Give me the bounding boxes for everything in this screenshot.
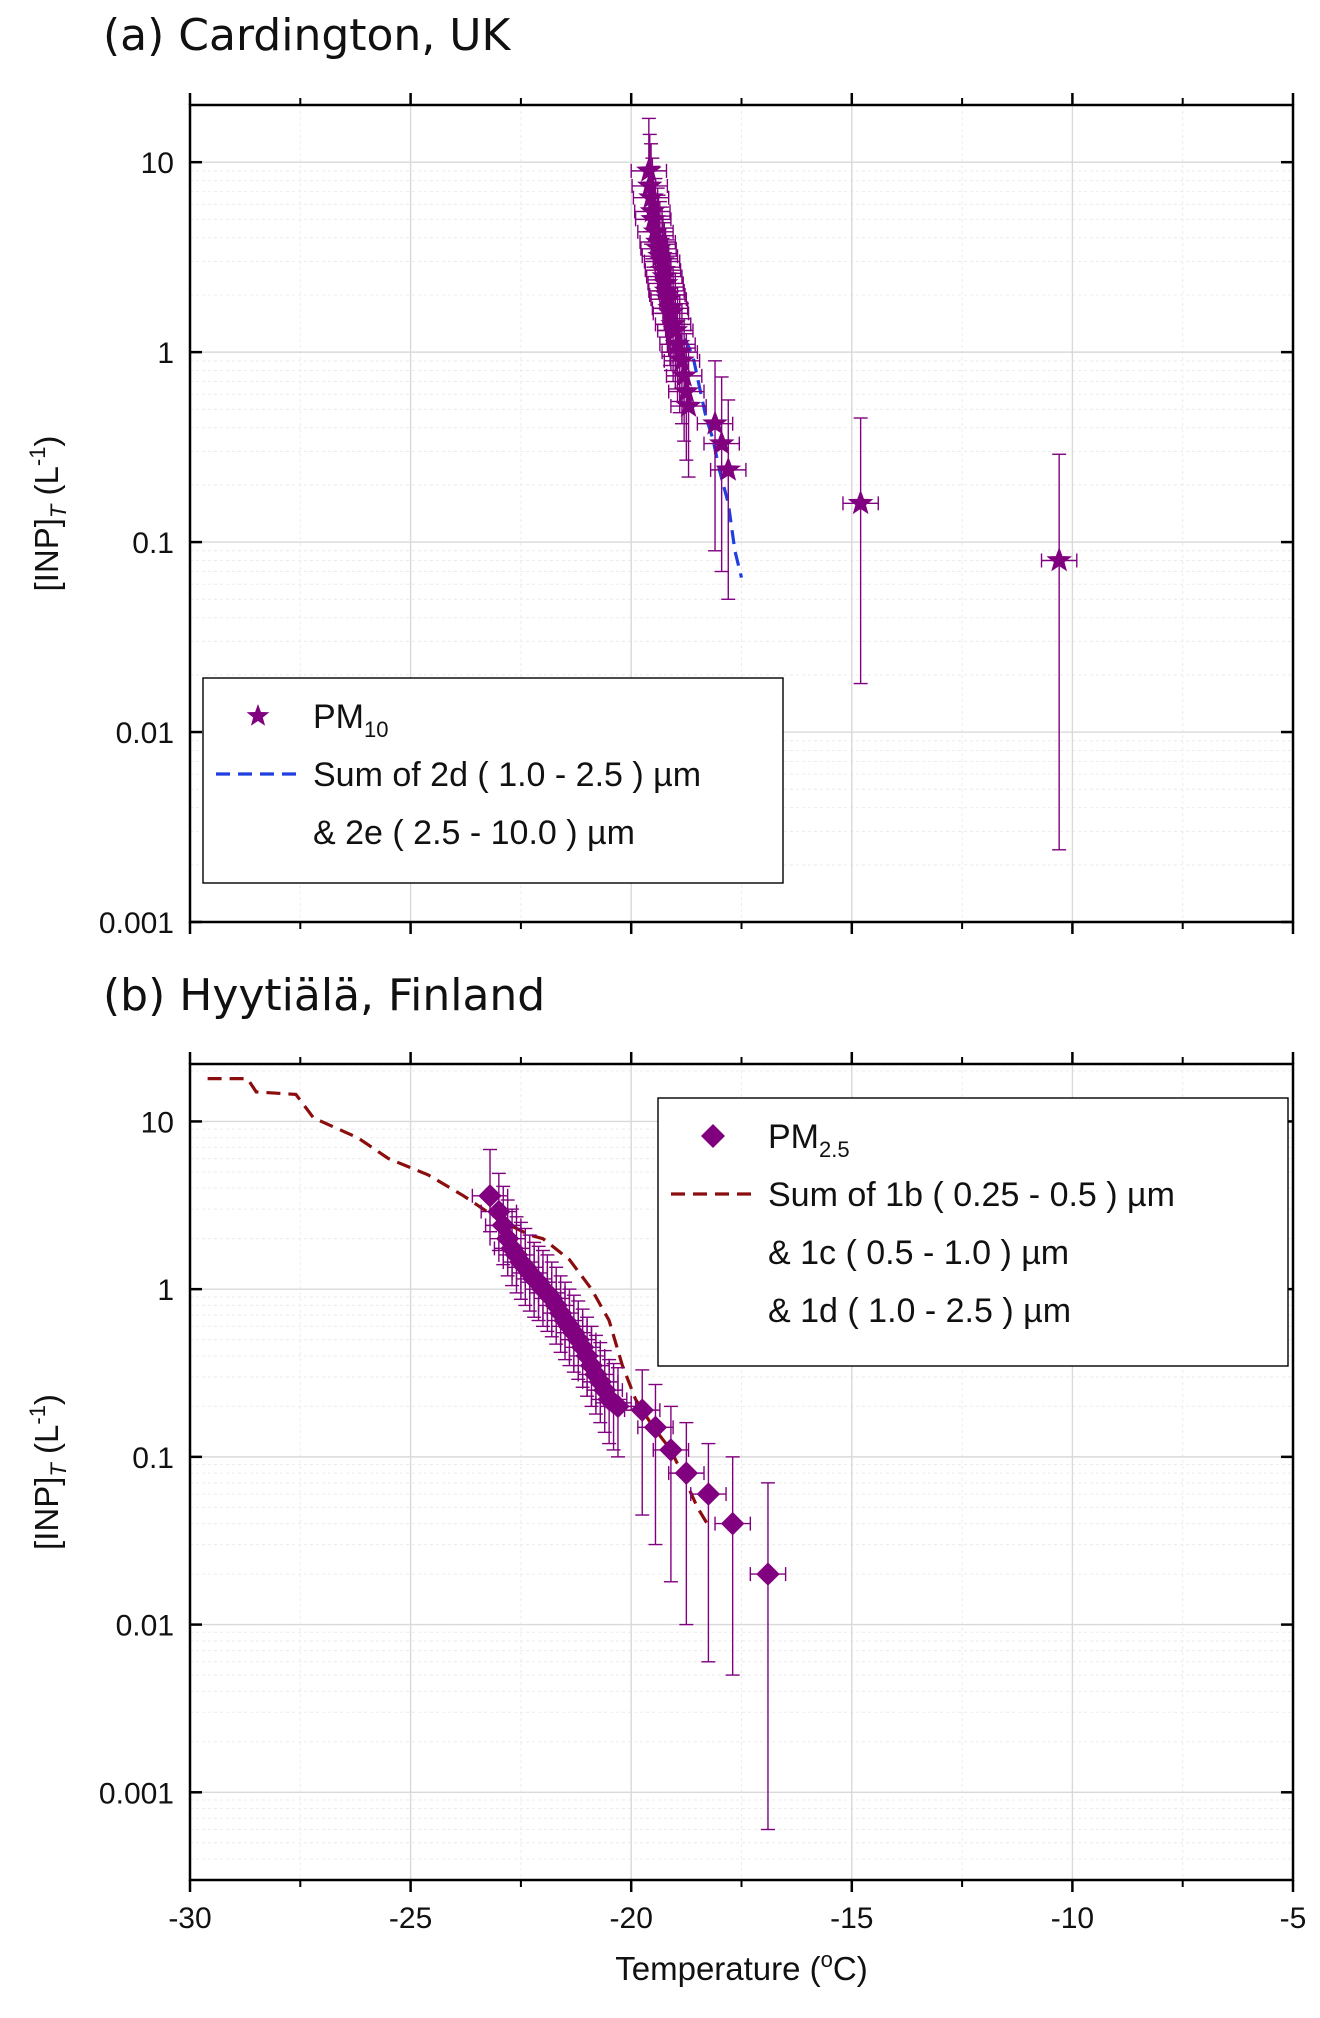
error-bar (623, 1369, 661, 1516)
y-tick-label: 0.1 (132, 1442, 174, 1475)
x-tick-label: -10 (1051, 1902, 1094, 1935)
data-point (630, 1398, 654, 1422)
data-point (606, 1394, 630, 1419)
markers (636, 157, 1072, 572)
data-point (669, 347, 695, 372)
data-point (847, 489, 874, 515)
data-point (674, 1461, 699, 1485)
data-point (756, 1562, 780, 1586)
panel-a-chart: 0.001 0.01 0.1 1 10 [INP]T (L-1) PM10 Sum of 2d… (25, 93, 1295, 940)
x-tick-label: -5 (1280, 1902, 1307, 1935)
error-bar (709, 399, 747, 600)
data-point (643, 1415, 668, 1440)
data-point (696, 1482, 721, 1506)
y-tick-label: 0.001 (99, 907, 174, 940)
x-axis-label: Temperature (oC) (615, 1947, 868, 1987)
legend-label: & 2e ( 2.5 - 10.0 ) µm (313, 814, 635, 852)
y-tick-label: 1 (157, 337, 174, 370)
legend: PM2.5 Sum of 1b ( 0.25 - 0.5 ) µm & 1c ( 0… (657, 1097, 1289, 1367)
x-tick-label: -30 (168, 1902, 211, 1935)
legend: PM10 Sum of 2d ( 1.0 - 2.5 ) µm & 2e ( 2.5… (202, 677, 784, 884)
y-tick-label: 0.01 (116, 1610, 174, 1643)
plot-area (630, 117, 1078, 851)
legend-marker-star (246, 704, 270, 726)
data-point (720, 1511, 745, 1536)
y-tick-label: 0.01 (116, 717, 174, 750)
panel-b-title: (b) Hyytiälä, Finland (103, 970, 545, 1021)
legend-marker-diamond (701, 1124, 725, 1148)
legend-label: & 1d ( 1.0 - 2.5 ) µm (768, 1292, 1071, 1330)
data-point (715, 456, 742, 481)
x-tick-label: -20 (610, 1902, 653, 1935)
y-axis-label: [INP]T (L-1) (25, 1394, 71, 1550)
x-tick-label: -15 (830, 1902, 873, 1935)
x-tick-label: -25 (389, 1902, 432, 1935)
data-point (662, 317, 689, 342)
panel-a-title: (a) Cardington, UK (103, 10, 511, 61)
legend-label: PM10 (313, 698, 388, 742)
plot-frame (188, 103, 1295, 924)
legend-label: Sum of 1b ( 0.25 - 0.5 ) µm (768, 1176, 1175, 1214)
error-bar (714, 1456, 752, 1676)
y-tick-label: 10 (141, 147, 174, 180)
y-tick-label: 0.001 (99, 1777, 174, 1810)
y-tick-label: 10 (141, 1106, 174, 1139)
error-bar (696, 360, 734, 552)
panel-b-chart: 0.001 0.01 0.1 1 10 -30 -25 -20 -15 -10 -5 [INP]T (… (25, 1052, 1306, 1987)
legend-box (657, 1097, 1289, 1367)
legend-label: PM2.5 (768, 1118, 850, 1162)
legend-label: Sum of 2d ( 1.0 - 2.5 ) µm (313, 756, 701, 794)
plot-frame (188, 1062, 1295, 1882)
error-bar (1040, 453, 1078, 851)
data-point (708, 430, 735, 455)
y-tick-label: 0.1 (132, 527, 174, 560)
legend-label: & 1c ( 0.5 - 1.0 ) µm (768, 1234, 1069, 1272)
data-point (478, 1184, 502, 1208)
error-bar (749, 1482, 787, 1831)
data-point (671, 362, 697, 387)
data-point (1046, 547, 1072, 572)
data-point (702, 410, 728, 435)
fit-line (207, 1076, 712, 1531)
data-point (675, 392, 702, 417)
data-point (659, 1438, 683, 1462)
y-tick-label: 1 (157, 1274, 174, 1307)
markers (478, 1184, 780, 1586)
error-bar (690, 1442, 727, 1663)
error-bar (842, 417, 879, 685)
y-axis-label: [INP]T (L-1) (25, 436, 71, 592)
legend-box (202, 677, 784, 884)
data-point (673, 378, 700, 403)
plot-area (207, 1076, 787, 1831)
